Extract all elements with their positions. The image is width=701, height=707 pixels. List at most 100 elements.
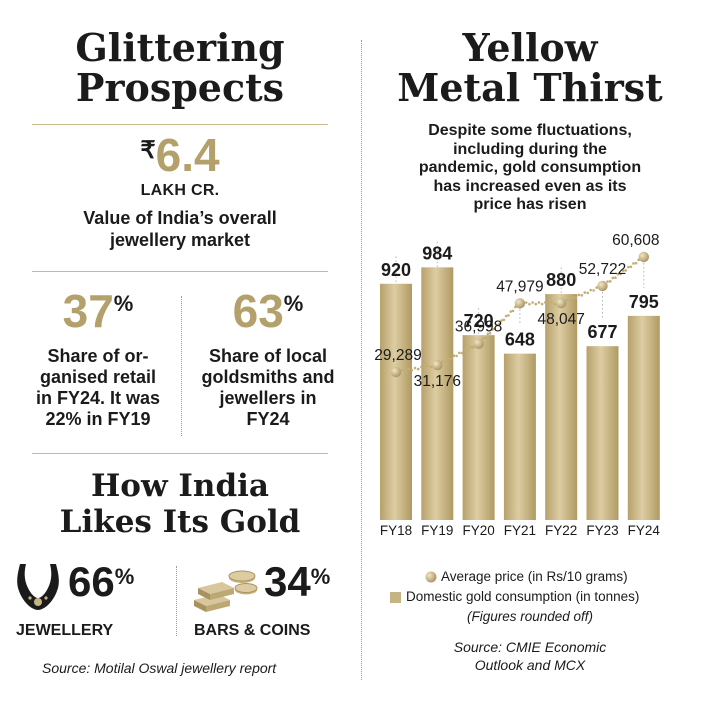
consumption-value-label: 677 <box>587 322 617 342</box>
consumption-bar <box>627 315 660 520</box>
price-line-bead <box>429 365 433 369</box>
price-point <box>432 359 443 371</box>
price-line-bead <box>537 301 541 304</box>
price-line-bead <box>466 348 469 352</box>
left-title-line1: Glittering <box>75 25 285 70</box>
consumption-value-label: 880 <box>546 270 576 290</box>
price-line-bead <box>624 269 628 272</box>
subtitle-line: pandemic, gold consumption <box>418 159 642 176</box>
price-point <box>597 280 608 292</box>
how-title-line2: Likes Its Gold <box>59 504 301 540</box>
price-line-bead <box>463 348 467 352</box>
price-line-bead <box>583 291 587 294</box>
price-point <box>556 297 567 309</box>
price-line-bead <box>484 336 487 340</box>
price-line-bead <box>540 302 544 306</box>
consumption-bar <box>586 346 619 520</box>
price-line-bead <box>486 332 490 336</box>
jewellery-share: 66% <box>68 560 134 604</box>
category-label: FY24 <box>628 523 661 538</box>
price-line-bead <box>580 294 584 297</box>
organised-line: 22% in FY19 <box>45 409 151 429</box>
price-line-bead <box>420 365 423 369</box>
price-value-label: 29,289 <box>374 347 421 364</box>
price-point <box>514 298 526 309</box>
right-title: Yellow Metal Thirst <box>380 28 680 108</box>
jewellery-pct: % <box>114 564 135 589</box>
divider <box>32 271 328 272</box>
column-separator <box>361 40 362 680</box>
divider <box>32 453 328 454</box>
category-label: FY18 <box>380 523 412 538</box>
price-line-bead <box>614 276 617 280</box>
price-line-bead <box>491 328 494 331</box>
consumption-bar <box>421 267 454 520</box>
local-description: Share of local goldsmiths and jewellers … <box>188 346 348 430</box>
price-line-bead <box>565 298 569 302</box>
organised-share: 37% <box>18 287 178 335</box>
price-line-bead <box>488 331 492 335</box>
dotted-separator <box>181 296 182 436</box>
price-line-bead <box>606 280 609 283</box>
right-subtitle: Despite some fluctuations, including dur… <box>375 122 685 215</box>
market-unit: LAKH CR. <box>140 182 220 199</box>
subtitle-line: has increased even as its <box>433 177 627 195</box>
right-title-line1: Yellow <box>462 25 598 70</box>
price-line-bead <box>449 357 453 361</box>
consumption-bar <box>380 283 412 520</box>
subtitle-line: Despite some fluctuations, <box>428 122 632 139</box>
price-line-bead <box>547 302 550 306</box>
source-line: Source: CMIE Economic <box>453 639 607 655</box>
price-line-bead <box>574 296 578 300</box>
how-title-line1: How India <box>90 468 270 504</box>
price-line-bead <box>469 345 472 349</box>
price-value-label: 36,998 <box>455 319 502 336</box>
organised-line: ganised retail <box>39 367 157 387</box>
legend-price-label: Average price (in Rs/10 grams) <box>441 569 628 584</box>
local-pct: % <box>283 291 304 316</box>
price-point <box>638 251 649 263</box>
price-value-label: 48,047 <box>537 311 584 328</box>
price-line-bead <box>493 327 496 331</box>
bars-coins-pct: % <box>310 564 331 589</box>
consumption-value-label: 984 <box>422 243 452 263</box>
price-line-bead <box>595 286 598 289</box>
price-line-bead <box>447 357 450 360</box>
price-point <box>390 366 402 378</box>
price-line-bead <box>455 354 458 358</box>
price-value-label: 31,176 <box>414 373 461 390</box>
bars-coins-label: BARS & COINS <box>194 622 311 639</box>
divider <box>32 124 328 125</box>
price-line-bead <box>460 351 464 355</box>
right-title-line2: Metal Thirst <box>397 65 663 110</box>
market-desc-line2: jewellery market <box>109 230 251 250</box>
local-line: FY24 <box>246 409 290 429</box>
dotted-separator <box>176 566 177 636</box>
price-line-bead <box>471 346 475 349</box>
price-line-bead <box>426 364 430 368</box>
price-line-bead <box>589 288 592 292</box>
price-line-bead <box>458 351 461 355</box>
category-label: FY19 <box>421 523 453 538</box>
price-point <box>473 338 484 349</box>
bars-coins-value: 34 <box>264 558 311 605</box>
price-line-bead <box>531 301 534 304</box>
jewellery-label: JEWELLERY <box>16 622 114 639</box>
figures-note: (Figures rounded off) <box>466 609 594 624</box>
how-title: How India Likes Its Gold <box>20 468 340 540</box>
local-line: goldsmiths and <box>201 367 335 387</box>
category-label: FY20 <box>462 523 494 538</box>
price-line-bead <box>413 366 417 370</box>
price-line-bead <box>407 367 411 371</box>
source-line: Outlook and MCX <box>474 657 586 673</box>
market-value-number: 6.4 <box>155 129 220 181</box>
consumption-value-label: 920 <box>381 260 411 280</box>
local-value: 63 <box>232 285 284 337</box>
price-line-bead <box>524 301 528 304</box>
price-line-bead <box>416 367 420 371</box>
consumption-bar <box>545 294 578 520</box>
price-line-bead <box>616 272 620 276</box>
subtitle-line: including during the <box>453 140 607 158</box>
left-title-line2: Prospects <box>75 65 285 110</box>
price-line-bead <box>502 318 506 322</box>
